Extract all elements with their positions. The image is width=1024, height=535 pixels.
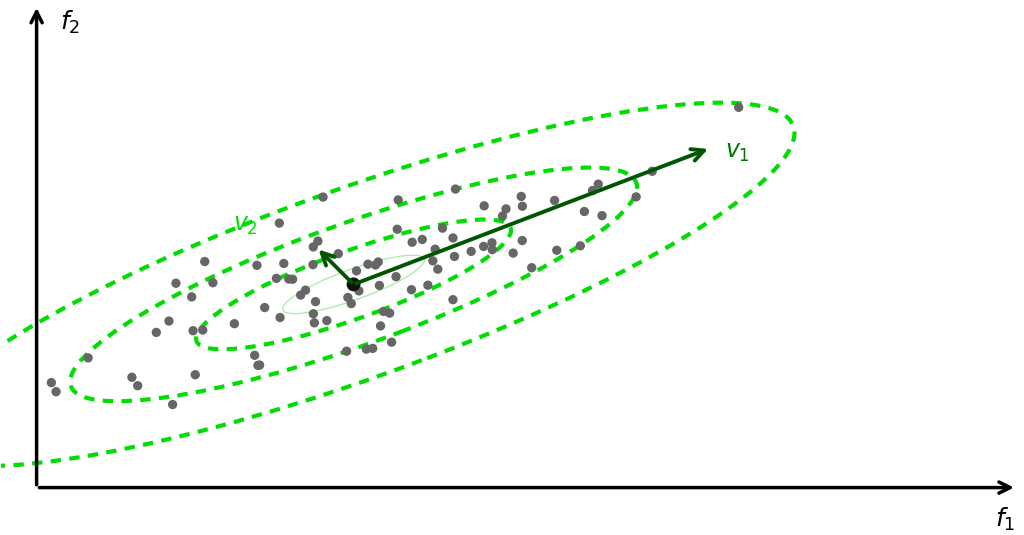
Point <box>365 344 381 353</box>
Point <box>197 257 213 266</box>
Point <box>513 192 529 201</box>
Point <box>183 293 200 301</box>
Point <box>348 266 365 275</box>
Point <box>340 293 356 302</box>
Point <box>590 180 606 188</box>
Point <box>305 309 322 318</box>
Point <box>161 317 177 325</box>
Point <box>148 328 165 337</box>
Text: $v_1$: $v_1$ <box>725 140 750 164</box>
Point <box>249 261 265 270</box>
Point <box>343 299 359 308</box>
Point <box>523 263 540 272</box>
Point <box>628 193 644 201</box>
Point <box>305 242 322 251</box>
Point <box>205 278 221 287</box>
Point <box>403 238 420 247</box>
Point <box>165 400 181 409</box>
Point <box>43 378 59 387</box>
Point <box>351 287 368 295</box>
Point <box>370 258 386 266</box>
Point <box>444 295 461 304</box>
Point <box>226 319 243 328</box>
Point <box>427 245 443 254</box>
Text: $f_1$: $f_1$ <box>995 506 1015 533</box>
Point <box>330 249 346 258</box>
Point <box>250 361 266 370</box>
Point <box>547 196 563 205</box>
Point <box>309 237 326 246</box>
Point <box>447 185 464 193</box>
Point <box>271 313 288 322</box>
Point <box>297 286 313 294</box>
Point <box>577 207 593 216</box>
Point <box>314 193 331 201</box>
Point <box>375 307 391 316</box>
Point <box>124 373 140 381</box>
Point <box>484 246 501 254</box>
Point <box>730 103 746 112</box>
Point <box>514 236 530 245</box>
Text: $f_2$: $f_2$ <box>60 9 80 36</box>
Point <box>549 246 565 255</box>
Point <box>275 259 292 268</box>
Point <box>252 361 268 369</box>
Point <box>307 297 324 306</box>
Point <box>281 275 297 284</box>
Point <box>368 261 384 269</box>
Point <box>358 345 375 354</box>
Point <box>195 326 211 334</box>
Point <box>425 257 441 265</box>
Point <box>306 318 323 327</box>
Point <box>514 202 530 210</box>
Point <box>338 347 354 355</box>
Point <box>388 272 404 281</box>
Point <box>505 249 521 257</box>
Point <box>585 186 601 195</box>
Point <box>429 265 445 273</box>
Point <box>256 303 272 312</box>
Point <box>483 239 500 247</box>
Point <box>382 309 398 317</box>
Point <box>271 219 288 227</box>
Point <box>644 167 660 175</box>
Point <box>403 285 420 294</box>
Point <box>48 387 65 396</box>
Point <box>285 275 301 284</box>
Point <box>293 291 309 300</box>
Point <box>187 370 204 379</box>
Point <box>268 274 285 282</box>
Point <box>318 316 335 325</box>
Point <box>434 224 451 232</box>
Point <box>389 225 406 233</box>
Point <box>373 322 389 330</box>
Point <box>390 196 407 204</box>
Point <box>129 381 145 390</box>
Point <box>444 234 461 242</box>
Point <box>247 351 263 360</box>
Point <box>305 261 322 269</box>
Point <box>572 241 589 250</box>
Point <box>446 252 463 261</box>
Point <box>372 281 388 290</box>
Point <box>414 235 430 244</box>
Point <box>463 247 479 256</box>
Point <box>594 211 610 220</box>
Point <box>168 279 184 287</box>
Point <box>345 280 361 289</box>
Point <box>359 260 376 269</box>
Point <box>80 354 96 362</box>
Text: $v_2$: $v_2$ <box>233 212 258 236</box>
Point <box>498 204 514 213</box>
Point <box>383 338 399 347</box>
Point <box>185 326 202 335</box>
Point <box>495 212 511 220</box>
Point <box>420 281 436 289</box>
Point <box>475 242 492 251</box>
Point <box>476 202 493 210</box>
